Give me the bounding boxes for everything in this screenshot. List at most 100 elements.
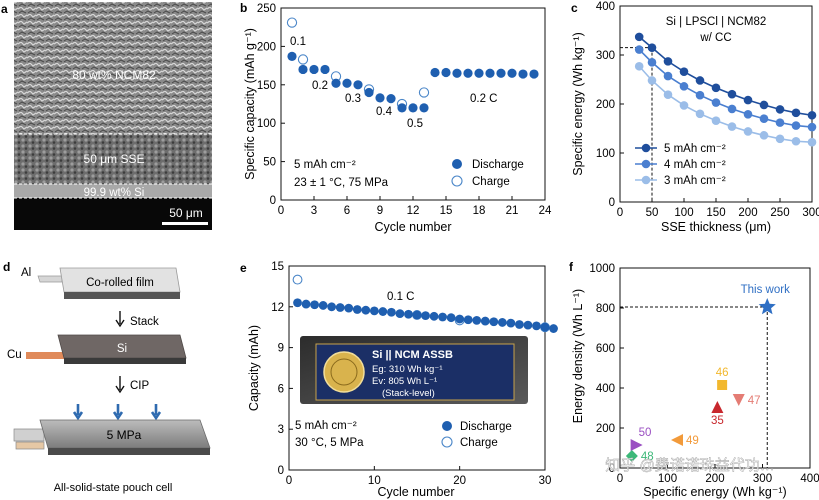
panel-b: b 0 3 6 9 12 15 18 21 24 0 50 100 150 200 250 Cycle nu…: [240, 1, 552, 234]
charge-point: [297, 54, 309, 65]
y-tick-label: 600: [596, 343, 615, 355]
rate-label: 0.4: [376, 106, 393, 118]
panel-a: a 80 wt% NCM82 50 μm SSE 99.9 wt% Si 50 …: [1, 2, 212, 230]
discharge-point: [364, 87, 374, 98]
series-point-3: [679, 101, 689, 110]
discharge-point: [412, 310, 422, 320]
series-point-3: [634, 61, 644, 71]
x-tick-label: 0: [286, 475, 292, 487]
ylabel-f: Energy density (Wh L⁻¹): [571, 289, 585, 423]
x-tick-label: 9: [377, 205, 383, 217]
x-tick-label: 0: [278, 205, 284, 217]
sem-scalebar-label: 50 μm: [169, 206, 203, 220]
y-tick-label: 15: [271, 261, 284, 273]
sem-label-sse: 50 μm SSE: [84, 152, 145, 166]
x-tick-label: 20: [453, 475, 466, 487]
y-tick-label: 200: [596, 99, 615, 111]
discharge-point: [369, 306, 379, 316]
discharge-point: [318, 301, 328, 310]
panel-label-c: c: [571, 1, 578, 15]
plot-frame-e: [288, 265, 546, 471]
discharge-point: [496, 68, 506, 78]
legend-marker-charge: [441, 436, 453, 448]
series-point-2: [679, 82, 689, 91]
x-tick-label: 3: [311, 205, 317, 217]
point-label: 50: [639, 427, 652, 439]
discharge-point: [335, 303, 345, 312]
panel-c: c 0 50 100 150 200 250 300 0 100 200 300 400 Si | L…: [571, 1, 819, 234]
discharge-point: [353, 80, 363, 90]
legend-charge: Charge: [460, 437, 498, 449]
y-tick-label: 200: [257, 41, 276, 53]
discharge-point: [485, 68, 495, 78]
y-tick-label: 400: [596, 1, 615, 13]
xlabel-c: SSE thickness (μm): [661, 220, 771, 234]
pouch-caption: All-solid-state pouch cell: [54, 482, 173, 494]
discharge-point: [331, 78, 341, 88]
charge-point: [418, 87, 430, 98]
si-label: Si: [117, 343, 127, 355]
y-tick-label: 0: [270, 195, 276, 207]
sem-si-layer: [14, 184, 212, 198]
al-label: Al: [21, 267, 31, 279]
panel-f: f 0 100 200 300 400 0 200 400 600 800 1000 This wo…: [569, 260, 819, 499]
x-tick-label: 100: [658, 473, 677, 485]
literature-marker: [711, 401, 724, 413]
discharge-point: [429, 311, 439, 321]
series-point-2: [807, 122, 817, 132]
series-point-2: [791, 121, 801, 130]
pouch-cell-edge: [48, 448, 210, 455]
series-point-3: [663, 90, 673, 99]
discharge-point: [529, 69, 539, 79]
series-point-1: [711, 83, 721, 93]
discharge-point: [549, 324, 558, 333]
point-label: This work: [741, 284, 790, 296]
seal-ring: [330, 358, 358, 386]
discharge-point: [452, 68, 462, 78]
sem-scalebar: [162, 222, 208, 225]
discharge-point: [310, 300, 319, 310]
series-point-2: [647, 58, 657, 67]
discharge-point: [489, 317, 499, 327]
discharge-point: [430, 67, 440, 78]
series-point-3: [775, 134, 785, 144]
legend-marker: [641, 175, 651, 185]
pressure-arrow-icon: [150, 404, 162, 421]
y-tick-label: 50: [263, 157, 276, 169]
x-tick-label: 21: [506, 205, 519, 217]
pouch-tab-cu: [15, 441, 45, 450]
series-point-1: [695, 76, 705, 85]
y-tick-label: 300: [596, 50, 615, 62]
discharge-point: [523, 320, 533, 330]
photo-line-1: Eg: 310 Wh kg⁻¹: [372, 364, 443, 375]
series-point-2: [727, 104, 737, 114]
photo-line-2: Ev: 805 Wh L⁻¹: [372, 376, 437, 387]
x-tick-label: 12: [407, 205, 420, 217]
point-label: 49: [686, 435, 699, 447]
y-tick-label: 200: [596, 423, 615, 435]
series-point-1: [727, 89, 737, 99]
x-tick-label: 50: [646, 207, 659, 219]
series-point-2: [711, 98, 721, 107]
charge-point: [286, 17, 298, 28]
discharge-point: [386, 94, 396, 104]
series-point-1: [634, 32, 644, 42]
series-point-1: [759, 100, 769, 110]
chart-title-c: Si | LPSCl | NCM82: [666, 16, 767, 28]
charge-point: [292, 274, 303, 285]
ylabel-c: Specific energy (Wh kg⁻¹): [571, 32, 585, 175]
legend-marker-discharge: [452, 159, 462, 169]
series-point-3: [807, 137, 817, 147]
ylabel-e: Capacity (mAh): [247, 325, 261, 411]
xlabel-f: Specific energy (Wh kg⁻¹): [643, 485, 786, 499]
rate-label: 0.1 C: [387, 291, 415, 303]
x-tick-label: 0: [617, 473, 623, 485]
xlabel-e: Cycle number: [377, 485, 454, 499]
y-tick-label: 250: [257, 3, 276, 15]
x-tick-label: 0: [617, 207, 623, 219]
y-tick-label: 6: [278, 383, 284, 395]
photo-title: Si || NCM ASSB: [372, 349, 453, 361]
legend-marker-charge: [451, 175, 463, 187]
discharge-point: [441, 67, 451, 78]
legend-charge: Charge: [472, 176, 510, 188]
